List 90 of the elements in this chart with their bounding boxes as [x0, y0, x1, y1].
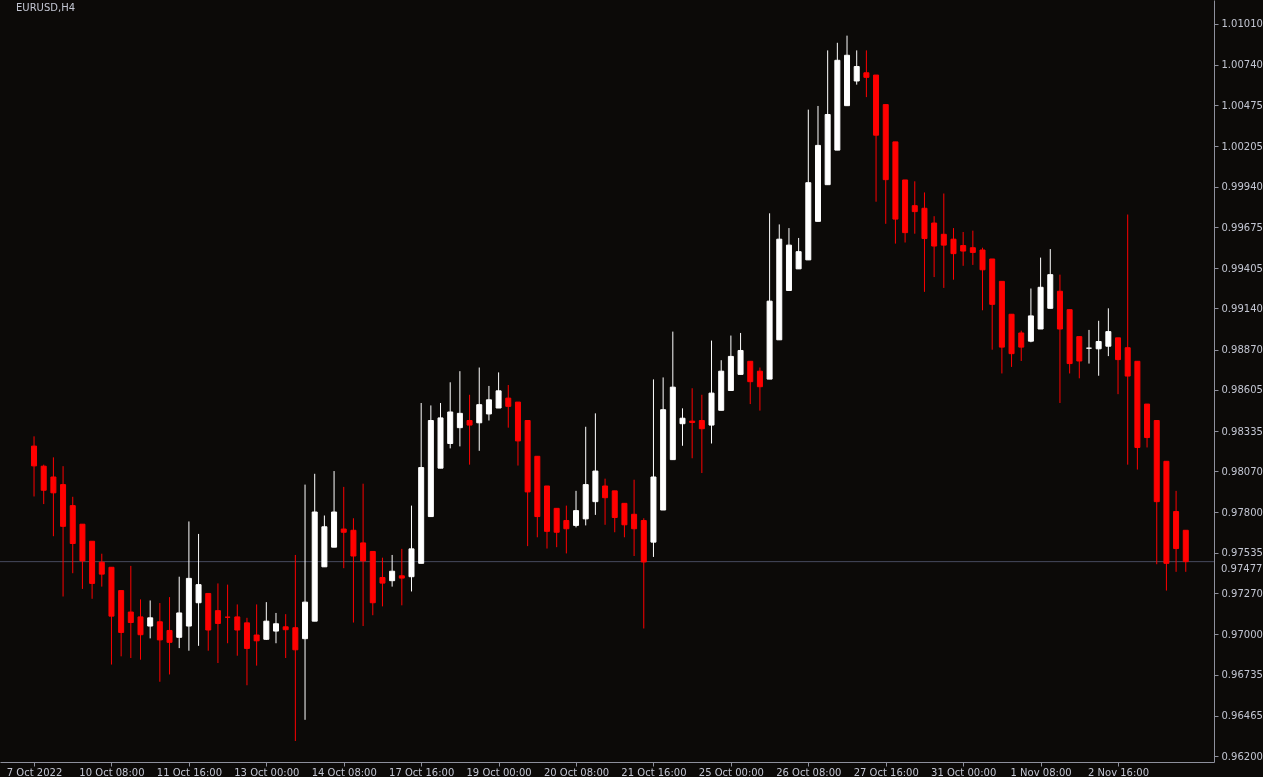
x-tick-label: 10 Oct 08:00	[79, 766, 145, 778]
candlestick	[214, 582, 221, 664]
x-tick-label: 27 Oct 16:00	[853, 766, 919, 778]
candlestick	[960, 231, 967, 267]
x-tick-label: 1 Nov 08:00	[1010, 766, 1072, 778]
y-tick-label: 0.98605	[1221, 384, 1263, 396]
chart-title: EURUSD,H4	[16, 2, 76, 13]
candlestick	[253, 603, 260, 667]
candlestick	[147, 599, 154, 639]
candlestick	[602, 478, 609, 526]
candlestick	[50, 456, 57, 537]
y-tick-label: 0.96465	[1221, 710, 1263, 722]
candlestick	[495, 371, 502, 409]
y-tick-label: 0.98870	[1221, 344, 1263, 356]
candlestick	[679, 407, 686, 447]
candlestick	[1115, 337, 1122, 395]
candlestick	[911, 180, 918, 235]
candlestick	[631, 479, 638, 557]
candlestick	[31, 435, 38, 497]
candlestick	[485, 385, 492, 422]
candlestick	[1018, 330, 1025, 362]
candlestick	[398, 548, 405, 606]
candlestick	[737, 332, 744, 375]
candlestick	[166, 596, 173, 675]
y-tick-label: 0.96735	[1221, 669, 1263, 681]
candlestick	[795, 237, 802, 270]
x-tick-label: 19 Oct 00:00	[466, 766, 532, 778]
candlestick	[98, 553, 105, 588]
x-tick-label: 20 Oct 08:00	[543, 766, 610, 778]
x-tick-label: 31 Oct 00:00	[931, 766, 997, 778]
ref-line-label: 0.97477	[1221, 562, 1263, 574]
candlestick	[747, 360, 754, 405]
candlestick	[476, 367, 483, 452]
y-tick-label: 1.00205	[1221, 140, 1263, 152]
candlestick	[340, 486, 347, 569]
candlestick	[456, 370, 463, 447]
candlestick	[137, 598, 144, 661]
x-tick-label: 11 Oct 16:00	[156, 766, 222, 778]
candlestick	[263, 601, 270, 641]
candlestick	[940, 193, 947, 289]
candlestick	[273, 612, 279, 644]
x-tick-label: 17 Oct 16:00	[389, 766, 455, 778]
y-tick-label: 0.97535	[1221, 547, 1263, 559]
candlestick	[979, 247, 986, 311]
y-tick-label: 0.99940	[1221, 181, 1263, 193]
y-tick-label: 1.00740	[1221, 59, 1263, 71]
y-tick-label: 0.97270	[1221, 587, 1263, 599]
x-tick-label: 7 Oct 2022	[6, 766, 63, 778]
y-tick-label: 0.99675	[1221, 221, 1263, 233]
candlestick	[292, 554, 299, 742]
x-tick-label: 21 Oct 16:00	[621, 766, 687, 778]
y-tick-label: 1.00475	[1221, 99, 1263, 111]
candlestick	[573, 490, 580, 528]
y-tick-label: 1.01010	[1221, 18, 1263, 30]
y-tick-label: 0.98070	[1221, 465, 1263, 477]
candlestick	[127, 565, 134, 659]
candlestick	[389, 554, 396, 588]
candlestick	[950, 227, 957, 281]
candlestick	[282, 613, 289, 659]
x-tick-label: 26 Oct 08:00	[776, 766, 842, 778]
candlestick	[379, 557, 386, 607]
candlestick	[969, 230, 976, 266]
candlestick	[931, 215, 938, 278]
candlestick	[156, 602, 163, 683]
y-tick-label: 0.97800	[1221, 506, 1263, 518]
y-tick-label: 0.98335	[1221, 425, 1263, 437]
candlestick	[466, 394, 473, 466]
candlestick	[756, 367, 763, 412]
candlestick	[1124, 214, 1131, 466]
candlestick	[698, 394, 705, 474]
x-tick-label: 13 Oct 00:00	[234, 766, 300, 778]
x-tick-label: 14 Oct 08:00	[311, 766, 377, 778]
x-tick-label: 25 Oct 00:00	[698, 766, 764, 778]
candlestick	[1105, 307, 1112, 357]
candlestick	[360, 483, 367, 627]
y-tick-label: 0.96200	[1221, 750, 1263, 762]
x-tick-label: 2 Nov 16:00	[1087, 766, 1150, 778]
candlestick	[234, 603, 241, 657]
candlestick	[1095, 320, 1102, 377]
candlestick	[553, 507, 560, 548]
y-tick-label: 0.97000	[1221, 628, 1263, 640]
candlestick	[689, 387, 696, 459]
candlestick	[853, 49, 860, 86]
candlestick	[863, 49, 870, 98]
candlestick	[195, 533, 202, 647]
candlestick	[505, 384, 512, 429]
candlestick	[621, 502, 628, 538]
y-tick-label: 0.99140	[1221, 302, 1263, 314]
y-tick-label: 0.99405	[1221, 262, 1263, 274]
candlestick	[563, 505, 570, 554]
